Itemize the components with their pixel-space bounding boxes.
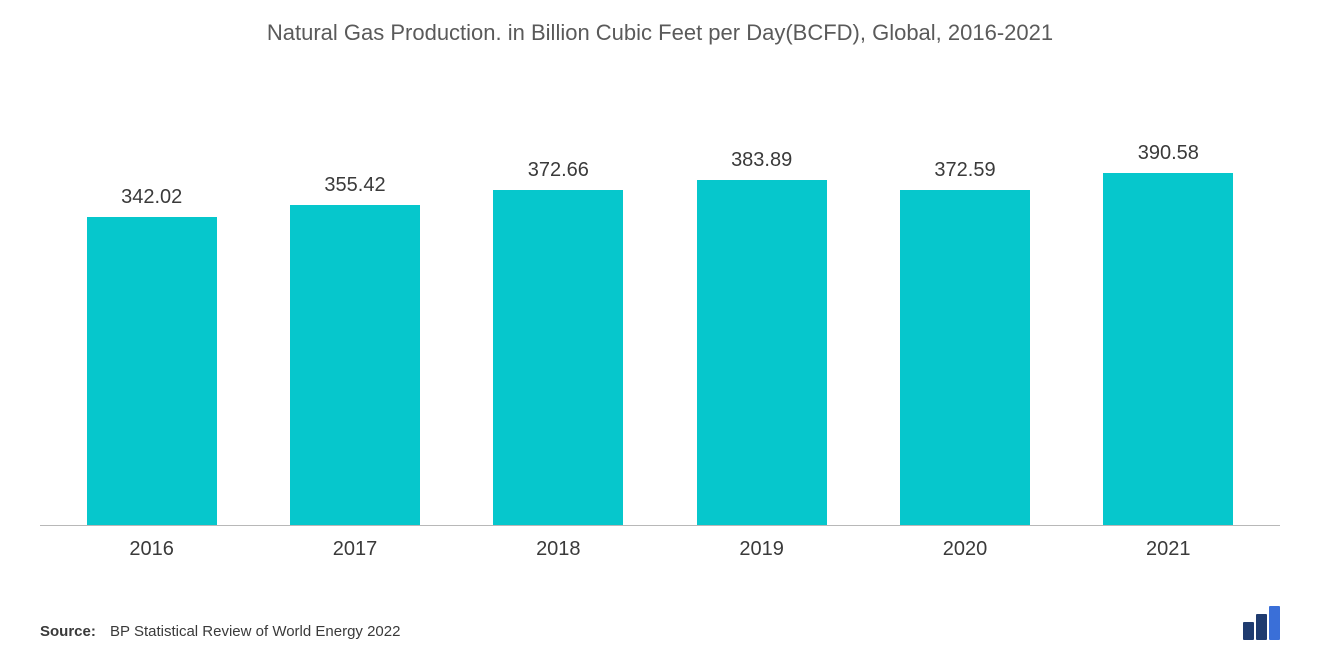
logo-bar: [1243, 622, 1254, 640]
bar-group: 342.02: [50, 186, 253, 525]
chart-container: Natural Gas Production. in Billion Cubic…: [0, 0, 1320, 665]
x-axis-label: 2020: [863, 538, 1066, 561]
x-axis-label: 2017: [253, 538, 456, 561]
bar-value-label: 372.66: [528, 159, 589, 182]
source-citation: Source: BP Statistical Review of World E…: [40, 623, 400, 640]
bar-value-label: 342.02: [121, 186, 182, 209]
bars-area: 342.02 355.42 372.66 383.89 372.59 390.58: [40, 126, 1280, 526]
bar-group: 390.58: [1067, 142, 1270, 525]
bar: [290, 205, 420, 525]
bar: [493, 190, 623, 525]
bar-value-label: 355.42: [324, 174, 385, 197]
x-axis: 201620172018201920202021: [40, 526, 1280, 561]
bar-group: 372.59: [863, 159, 1066, 525]
bar: [900, 190, 1030, 525]
x-axis-label: 2018: [457, 538, 660, 561]
x-axis-label: 2019: [660, 538, 863, 561]
brand-logo: [1243, 606, 1280, 640]
bar: [697, 180, 827, 526]
bar-value-label: 390.58: [1138, 142, 1199, 165]
bar-value-label: 383.89: [731, 149, 792, 172]
bar-group: 355.42: [253, 174, 456, 525]
x-axis-label: 2021: [1067, 538, 1270, 561]
bar-group: 372.66: [457, 159, 660, 525]
x-axis-label: 2016: [50, 538, 253, 561]
source-text: BP Statistical Review of World Energy 20…: [110, 623, 400, 640]
logo-bar: [1256, 614, 1267, 640]
source-label: Source:: [40, 623, 96, 640]
bar: [1103, 173, 1233, 525]
bar: [87, 217, 217, 525]
chart-footer: Source: BP Statistical Review of World E…: [40, 606, 1280, 640]
chart-title: Natural Gas Production. in Billion Cubic…: [40, 20, 1280, 46]
bar-group: 383.89: [660, 149, 863, 526]
logo-bar: [1269, 606, 1280, 640]
bar-value-label: 372.59: [934, 159, 995, 182]
